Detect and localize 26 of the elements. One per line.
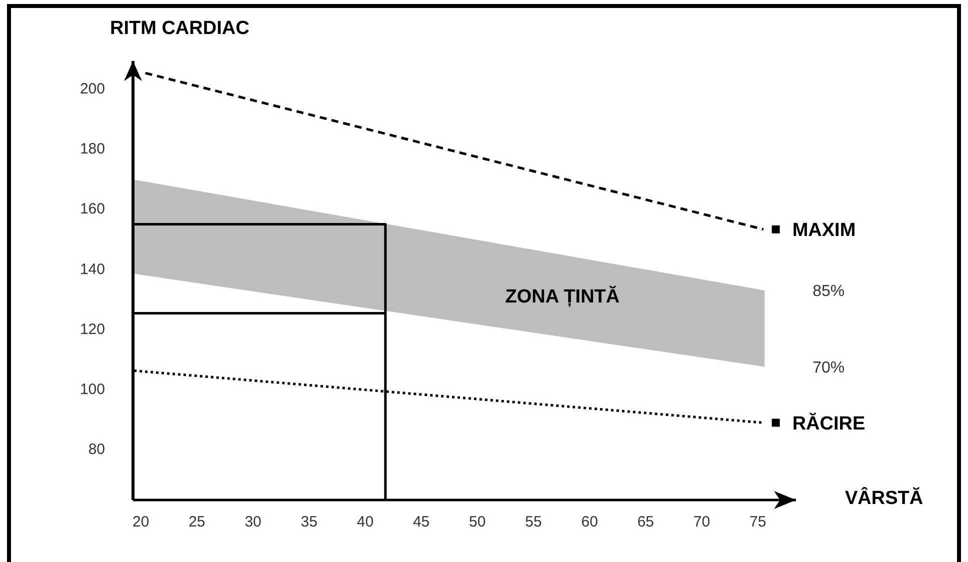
- x-tick-label: 45: [412, 514, 430, 531]
- x-tick-label: 30: [244, 514, 262, 531]
- y-tick-label: 160: [80, 200, 105, 218]
- series-label: MAXIM: [792, 220, 856, 242]
- x-tick-label: 75: [750, 514, 766, 531]
- x-tick-label: 20: [132, 514, 150, 531]
- y-tick-label: 140: [80, 260, 105, 278]
- x-axis-title: VÂRSTĂ: [845, 488, 924, 510]
- text: 85%: [812, 283, 845, 300]
- x-tick-label: 55: [525, 514, 542, 531]
- y-tick-label: 200: [80, 80, 105, 98]
- y-tick-label: 80: [88, 441, 105, 458]
- annotation: ZONA ȚINTĂ: [505, 286, 620, 308]
- x-tick-label: 70: [693, 514, 710, 531]
- x-tick-label: 50: [469, 514, 486, 531]
- y-axis-title: RITM CARDIAC: [110, 18, 250, 40]
- y-tick-label: 180: [80, 140, 105, 158]
- y-tick-label: 120: [80, 320, 105, 338]
- x-tick-label: 40: [356, 514, 374, 531]
- text: 70%: [812, 359, 845, 376]
- x-tick-label: 25: [188, 514, 206, 531]
- series-label: RĂCIRE: [792, 412, 866, 434]
- x-tick-label: 65: [637, 514, 654, 531]
- x-tick-label: 60: [581, 514, 598, 531]
- x-tick-label: 35: [300, 514, 318, 531]
- y-tick-label: 100: [80, 381, 105, 398]
